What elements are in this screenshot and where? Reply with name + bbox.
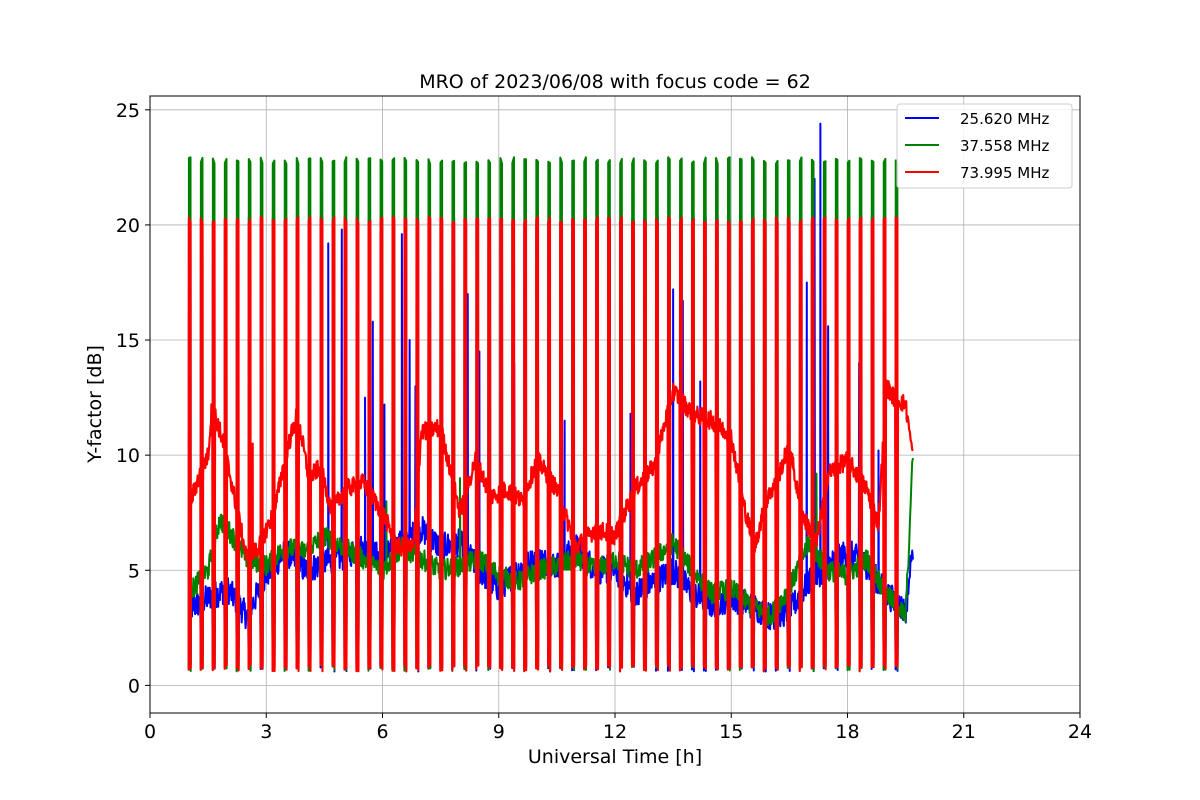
- legend-label-73995: 73.995 MHz: [960, 164, 1049, 182]
- x-tick-label: 0: [144, 721, 156, 743]
- legend-label-37558: 37.558 MHz: [960, 137, 1049, 155]
- legend-entry: 25.620 MHz: [905, 110, 1049, 128]
- plot-area: [187, 122, 914, 673]
- legend: 25.620 MHz 37.558 MHz 73.995 MHz: [896, 103, 1073, 189]
- y-tick-label: 5: [128, 560, 140, 582]
- y-tick-label: 0: [128, 675, 140, 697]
- legend-entry: 37.558 MHz: [905, 137, 1049, 155]
- x-axis-label: Universal Time [h]: [528, 746, 702, 768]
- legend-entry: 73.995 MHz: [905, 164, 1049, 182]
- series-line-73995: [187, 215, 914, 673]
- x-tick-label: 9: [493, 721, 505, 743]
- legend-box: [896, 103, 1073, 189]
- x-tick-label: 21: [952, 721, 976, 743]
- x-tick-label: 12: [603, 721, 627, 743]
- axis-ticks: 0 3 6 9 12 15 18 21 24 0 5 10 15 20 25: [116, 100, 1092, 743]
- y-tick-label: 10: [116, 445, 140, 467]
- x-tick-label: 24: [1068, 721, 1092, 743]
- legend-label-25620: 25.620 MHz: [960, 110, 1049, 128]
- x-tick-label: 6: [376, 721, 388, 743]
- y-tick-label: 25: [116, 100, 140, 122]
- x-tick-label: 18: [835, 721, 859, 743]
- y-tick-label: 15: [116, 330, 140, 352]
- x-tick-label: 15: [719, 721, 743, 743]
- chart-title: MRO of 2023/06/08 with focus code = 62: [419, 71, 811, 93]
- y-axis-label: Y-factor [dB]: [84, 345, 106, 464]
- x-tick-label: 3: [260, 721, 272, 743]
- y-tick-label: 20: [116, 215, 140, 237]
